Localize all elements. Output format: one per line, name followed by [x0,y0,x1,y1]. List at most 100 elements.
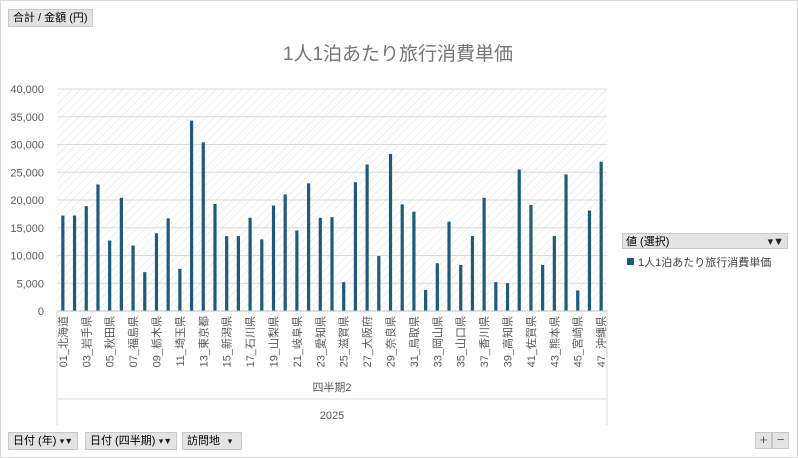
dropdown-icon[interactable]: ▾ [227,436,233,446]
gridlines [57,88,607,284]
filter-dropdown-icon[interactable]: ▾▼ [767,236,784,248]
bar-11_埼玉県[interactable] [178,268,182,311]
x-tick-label: 37_香川県 [478,316,491,367]
x-tick-label: 27_大阪府 [360,316,374,367]
bar-17_石川県[interactable] [248,217,252,311]
bar-25_滋賀県[interactable] [342,282,346,311]
value-field-button[interactable]: 合計 / 金額 (円) [8,9,93,27]
x-tick-label: 11_埼玉県 [173,316,187,367]
bar-series [61,120,603,311]
x-tick-label: 43_熊本県 [547,316,561,367]
legend-header-label: 値 (選択) [626,236,670,248]
x-tick-label: 47_沖縄県 [594,316,608,367]
filter-icon[interactable]: ▾▼ [59,436,74,446]
y-tick-label: 15,000 [10,223,44,235]
bar-24_三重県[interactable] [330,217,334,311]
bar-29_奈良県[interactable] [388,153,393,311]
bar-21_岐阜県[interactable] [295,230,299,311]
bar-47_沖縄県[interactable] [599,161,603,311]
y-tick-label: 40,000 [10,84,44,96]
bar-18_福井県[interactable] [260,239,264,311]
bar-28_兵庫県[interactable] [377,256,381,311]
bar-10_群馬県[interactable] [166,218,170,311]
bar-06_山形県[interactable] [119,197,123,311]
y-tick-label: 30,000 [10,140,44,152]
bar-32_島根県[interactable] [424,289,428,311]
x-tick-label: 45_宮崎県 [571,316,585,367]
bar-27_大阪府[interactable] [365,164,369,311]
bar-31_鳥取県[interactable] [412,211,416,311]
x-axis-labels: 01_北海道 03_岩手県 05_秋田県 07_福島県 09_栃木県 11_埼玉県 13_東… [56,316,608,367]
legend-item: 1人1泊あたり旅行消費単価 [627,254,771,270]
bar-42_長崎県[interactable] [541,264,545,311]
y-tick-label: 0 [38,306,44,318]
legend-swatch [627,258,634,265]
bar-08_茨城県[interactable] [143,272,147,311]
bar-37_香川県[interactable] [482,197,486,311]
x-tick-label: 15_新潟県 [220,316,234,367]
bar-13_東京都[interactable] [201,142,205,311]
zoom-out-button[interactable]: − [772,432,789,449]
y-tick-label: 35,000 [10,112,44,124]
bar-39_高知県[interactable] [505,283,510,311]
quarter-field-button[interactable]: 日付 (四半期) ▾▼ [85,432,178,450]
x-tick-label: 19_山梨県 [266,316,280,367]
bar-20_長野県[interactable] [283,194,287,311]
legend-item-label: 1人1泊あたり旅行消費単価 [638,257,772,269]
bar-45_宮崎県[interactable] [576,290,580,311]
x-outer-label: 2025 [320,410,344,422]
y-axis-ticks: 0 5,000 10,000 15,000 20,000 25,000 30,000 35,0… [10,84,44,318]
y-tick-label: 10,000 [10,251,44,263]
bar-38_愛媛県[interactable] [494,282,498,311]
visit-field-label: 訪問地 [187,435,220,447]
chart-title: 1人1泊あたり旅行消費単価 [283,43,513,65]
bar-01_北海道[interactable] [61,215,65,311]
year-field-button[interactable]: 日付 (年) ▾▼ [8,432,79,450]
bar-26_京都府[interactable] [353,182,358,311]
bar-35_山口県[interactable] [459,264,463,311]
bar-23_愛知県[interactable] [318,217,322,311]
x-tick-label: 05_秋田県 [103,316,117,367]
bar-22_静岡県[interactable] [306,183,311,311]
x-tick-label: 03_岩手県 [79,316,93,367]
bar-33_岡山県[interactable] [435,263,439,311]
bar-16_富山県[interactable] [236,236,240,311]
bar-41_佐賀県[interactable] [529,204,533,311]
bar-46_鹿児島県[interactable] [587,210,592,311]
bar-09_栃木県[interactable] [154,233,159,311]
bar-03_岩手県[interactable] [84,206,88,311]
x-tick-label: 35_山口県 [455,316,468,367]
bar-05_秋田県[interactable] [108,240,112,311]
x-tick-label: 41_佐賀県 [524,316,538,367]
y-tick-label: 5,000 [16,278,44,290]
zoom-in-button[interactable]: + [755,432,772,449]
bar-34_広島県[interactable] [447,221,451,311]
bar-19_山梨県[interactable] [271,205,276,311]
x-tick-label: 25_滋賀県 [338,316,351,367]
bar-15_新潟県[interactable] [225,236,229,311]
value-field-label: 合計 / 金額 (円) [13,12,88,24]
bar-44_大分県[interactable] [564,174,568,311]
bar-07_福島県[interactable] [131,245,135,311]
legend-header[interactable]: 値 (選択) ▾▼ [622,233,788,249]
x-group-label: 四半期2 [312,380,351,394]
bar-43_熊本県[interactable] [552,236,556,311]
x-tick-label: 29_奈良県 [384,316,398,367]
x-tick-label: 07_福島県 [126,316,140,367]
x-tick-label: 39_高知県 [501,316,515,367]
bar-14_神奈川県[interactable] [213,203,217,311]
year-field-label: 日付 (年) [13,435,57,447]
bar-02_青森県[interactable] [72,215,77,311]
x-tick-label: 21_岐阜県 [291,316,304,367]
visit-field-button[interactable]: 訪問地 ▾ [182,432,243,450]
bar-12_千葉県[interactable] [189,120,194,311]
x-tick-label: 23_愛知県 [313,316,327,367]
bar-30_和歌山県[interactable] [400,204,404,311]
x-tick-label: 33_岡山県 [431,316,444,367]
bar-36_徳島県[interactable] [470,236,475,311]
filter-icon[interactable]: ▾▼ [158,436,173,446]
bar-40_福岡県[interactable] [517,169,521,311]
x-tick-label: 01_北海道 [56,316,70,367]
bar-04_宮城県[interactable] [96,184,100,311]
